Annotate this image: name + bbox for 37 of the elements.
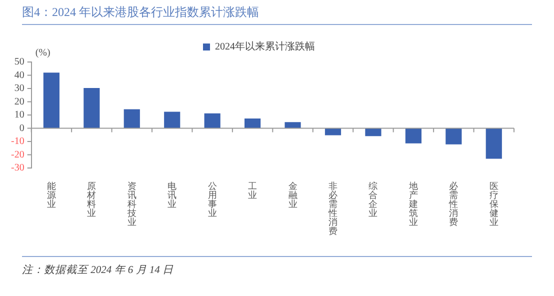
x-tick-label: 金融业 <box>288 180 298 209</box>
bar <box>405 128 422 144</box>
x-tick-label: 医疗保健业 <box>489 180 498 227</box>
y-tick-label: 50 <box>14 56 24 68</box>
bar <box>124 109 140 128</box>
bar <box>164 112 180 128</box>
bar <box>204 113 220 128</box>
bar <box>446 128 462 144</box>
y-tick-label: 20 <box>14 96 24 108</box>
bar <box>84 88 100 128</box>
bar <box>43 72 60 128</box>
bar <box>244 118 261 128</box>
chart-title: 图4：2024 年以来港股各行业指数累计涨跌幅 <box>22 4 532 25</box>
x-tick-label: 工业 <box>248 180 258 200</box>
x-tick-label: 能源业 <box>46 180 56 209</box>
y-tick-label: -20 <box>10 149 24 160</box>
bar <box>365 128 382 136</box>
x-tick-label: 原材料业 <box>86 180 96 218</box>
y-tick-label: 10 <box>14 110 24 121</box>
y-axis-title: (%) <box>35 48 50 59</box>
x-tick-label: 综合企业 <box>368 180 378 218</box>
y-tick-label: 0 <box>19 122 24 134</box>
y-tick-label: 40 <box>14 70 24 81</box>
x-tick-label: 资讯科技业 <box>126 180 136 227</box>
x-tick-label: 电讯业 <box>168 180 177 209</box>
y-tick-label: -10 <box>10 136 24 148</box>
text: 注：数据截至 2024 年 6 月 14 日 <box>22 263 174 277</box>
x-tick-label: 公用事业 <box>208 180 217 218</box>
bar <box>324 128 342 136</box>
legend-label: 2024年以来累计涨跌幅 <box>215 40 315 53</box>
x-tick-label: 非必需性消费 <box>328 180 338 236</box>
x-tick-label: 必需性消费 <box>448 180 458 227</box>
bar <box>486 128 502 159</box>
x-tick-label: 地产建筑业 <box>408 180 418 227</box>
y-tick-label: 30 <box>14 83 24 94</box>
bar <box>284 122 301 128</box>
y-tick-label: -30 <box>10 162 24 174</box>
